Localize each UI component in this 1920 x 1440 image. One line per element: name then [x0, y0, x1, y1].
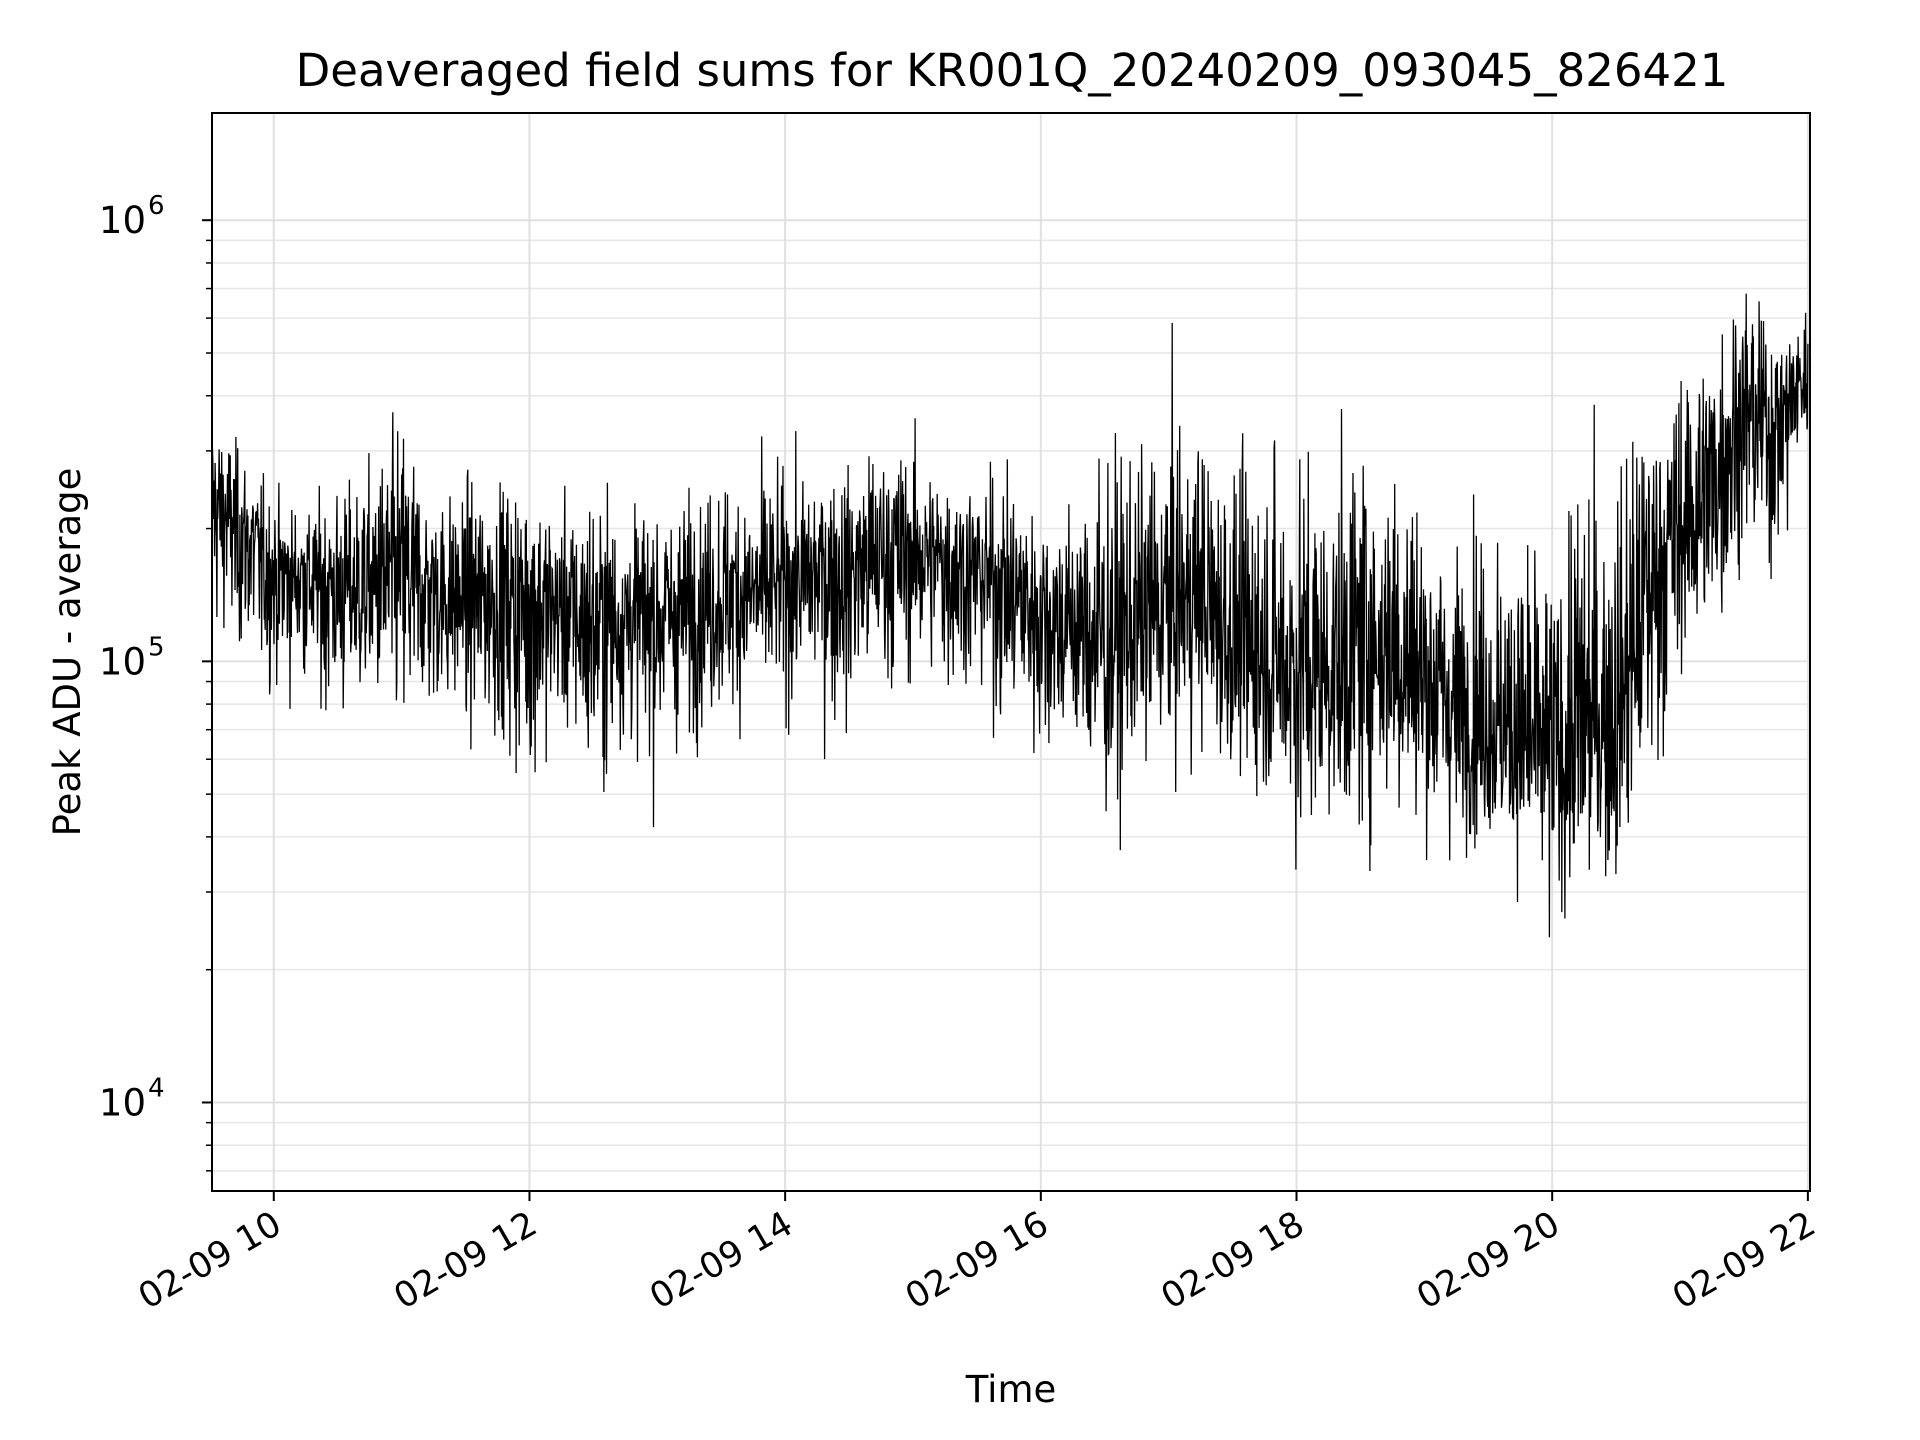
y-tick-label: 10: [99, 199, 146, 242]
x-axis-label: Time: [965, 1368, 1057, 1411]
series-line: [211, 293, 1809, 938]
y-axis-label: Peak ADU - average: [46, 468, 89, 837]
y-tick-exponent: 6: [148, 191, 165, 221]
y-tick-label: 10: [99, 1081, 146, 1124]
plot-frame: [211, 112, 1811, 1192]
y-tick-exponent: 4: [148, 1073, 165, 1103]
y-tick-label: 10: [99, 640, 146, 683]
chart-title: Deaveraged field sums for KR001Q_2024020…: [296, 44, 1729, 97]
y-tick-exponent: 5: [148, 632, 165, 662]
series-group: [211, 293, 1809, 938]
